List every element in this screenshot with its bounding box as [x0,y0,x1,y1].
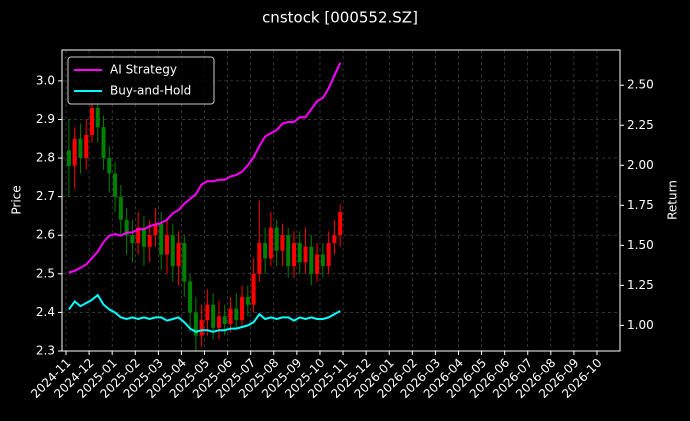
y-tick-label: 2.9 [36,112,55,126]
candle-body [176,242,181,267]
candle-body [95,107,100,128]
candle-body [118,196,123,220]
candle-body [147,235,152,247]
candle-body [320,254,325,267]
candle-body [291,242,297,267]
chart-title: cnstock [000552.SZ] [262,9,418,27]
y-tick-label: 2.8 [36,151,55,165]
candle-body [280,235,285,251]
candle-body [193,312,198,336]
y-tick-label: 2.3 [36,344,55,358]
candle-body [228,308,233,324]
candle-body [326,242,331,267]
candle-body [245,296,250,305]
candle-body [309,246,314,274]
candle-body [211,304,216,328]
y-axis-label: Price [10,185,24,214]
candle-body [159,223,164,255]
candle-body [274,227,279,251]
candle-body [263,242,268,259]
y-tick-label: 2.4 [36,305,55,319]
candle-body [205,304,210,321]
y-tick-label: 2.7 [36,189,55,203]
candle-body [216,316,221,328]
plot-frame [61,49,621,352]
candle-body [199,320,204,336]
candle-body [268,227,273,259]
y2-tick-label: 1.25 [627,278,654,292]
candle-body [101,127,106,159]
candle-body [141,227,146,247]
legend-label: AI Strategy [110,63,177,77]
candle-body [240,296,245,321]
y2-axis-label: Return [666,180,680,220]
candle-body [338,212,343,236]
y-tick-label: 2.6 [36,228,55,242]
candle-body [286,235,291,267]
candle-body [66,150,71,166]
candle-body [78,138,83,159]
candle-body [222,316,227,324]
candle-body [332,235,337,243]
candle-body [89,107,94,135]
candle-body [136,227,141,243]
series-line [68,293,341,333]
candle-body [188,281,193,313]
y2-tick-label: 1.50 [627,238,654,252]
y2-tick-label: 1.75 [627,198,654,212]
candle-body [297,242,302,263]
series-line [68,62,342,274]
candle-body [182,242,187,282]
candle-body [170,235,175,267]
legend-box [67,56,215,105]
candle-body [107,158,112,174]
candle-body [164,235,170,255]
candle-body [303,246,308,263]
candle-body [130,235,135,243]
candle-body [72,138,77,166]
candle-body [124,219,129,236]
y-tick-label: 2.5 [36,266,55,280]
legend-label: Buy-and-Hold [110,84,191,98]
y2-tick-label: 2.25 [627,118,654,132]
y2-tick-label: 2.00 [627,158,654,172]
candle-body [113,173,118,197]
candle-body [234,308,239,321]
candle-body [257,242,262,274]
y-tick-label: 3.0 [36,73,55,87]
candle-body [153,223,158,236]
candle-body [84,134,89,159]
y2-tick-label: 2.50 [627,78,654,92]
candle-body [315,254,320,274]
y2-tick-label: 1.00 [627,318,654,332]
candle-body [251,273,256,305]
